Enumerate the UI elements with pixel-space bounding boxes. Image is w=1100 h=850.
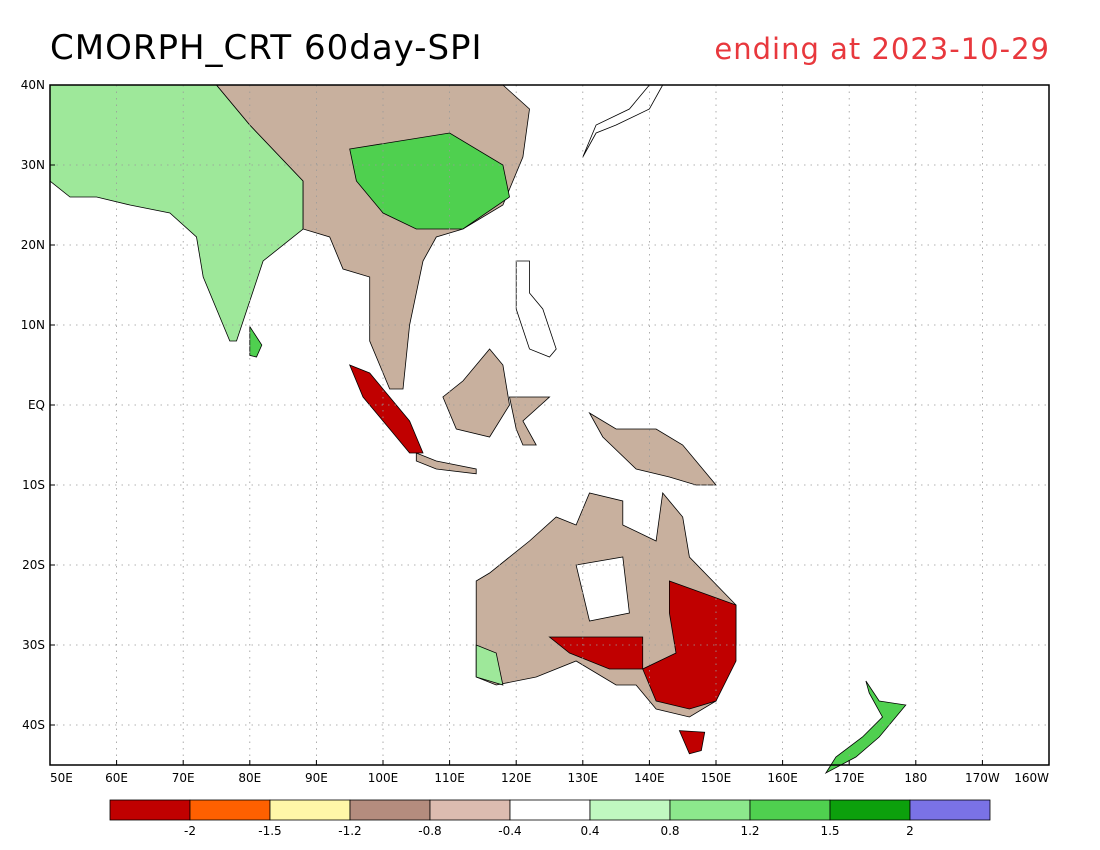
lat-tick-label: 40N (21, 78, 45, 92)
lon-tick-label: 120E (501, 771, 532, 785)
region-aus-west-wet (475, 644, 504, 686)
legend-swatch (509, 799, 591, 821)
map-title: CMORPH_CRT 60day-SPI (50, 28, 483, 68)
legend-label: -0.4 (498, 824, 521, 838)
lon-tick-label: 50E (50, 771, 73, 785)
legend-label: -1.2 (338, 824, 361, 838)
lon-tick-label: 140E (634, 771, 665, 785)
axis-ticks: 50E 60E 70E 80E 90E 100E 110E 120E 130E 140E 150E 1… (21, 78, 1050, 785)
legend-label: 0.4 (580, 824, 599, 838)
lat-lon-gridlines (50, 85, 1049, 765)
region-philippines (515, 260, 557, 358)
legend-swatch (589, 799, 671, 821)
lon-tick-label: 70E (172, 771, 195, 785)
map-frame (49, 84, 1050, 766)
region-tasmania (678, 730, 706, 755)
lat-tick-label: 20S (22, 558, 45, 572)
colorbar-legend: -2 -1.5 -1.2 -0.8 -0.4 0.4 0.8 1.2 1.5 2 (109, 799, 991, 838)
legend-swatch (269, 799, 351, 821)
region-borneo (442, 348, 510, 438)
legend-swatch (909, 799, 991, 821)
legend-label: 0.8 (660, 824, 679, 838)
lon-tick-label: 170W (965, 771, 1000, 785)
lon-tick-label: 180 (904, 771, 927, 785)
lon-tick-label: 110E (434, 771, 465, 785)
lon-tick-label: 150E (701, 771, 732, 785)
region-sulawesi (509, 396, 551, 446)
legend-swatch (749, 799, 831, 821)
lon-tick-label: 100E (368, 771, 399, 785)
region-japan (582, 84, 664, 158)
legend-label: 1.2 (740, 824, 759, 838)
legend-swatch (429, 799, 511, 821)
lon-tick-label: 60E (105, 771, 128, 785)
lat-tick-label: 20N (21, 238, 45, 252)
lon-tick-label: 170E (834, 771, 865, 785)
region-sri-lanka (249, 325, 263, 358)
region-aus-south-dry (548, 636, 644, 670)
legend-label: -0.8 (418, 824, 441, 838)
lon-tick-label: 130E (568, 771, 599, 785)
region-china-south-wet (349, 132, 510, 230)
legend-swatch (349, 799, 431, 821)
map-date-subtitle: ending at 2023-10-29 (714, 32, 1050, 66)
lon-tick-label: 90E (305, 771, 328, 785)
legend-label: -1.5 (258, 824, 281, 838)
legend-swatch (829, 799, 911, 821)
region-new-guinea (588, 411, 717, 486)
legend-label: 2 (906, 824, 914, 838)
legend-swatch (189, 799, 271, 821)
legend-swatch (669, 799, 751, 821)
lat-tick-label: 10S (22, 478, 45, 492)
region-java (415, 452, 477, 475)
spi-anomaly-regions (49, 84, 907, 775)
lat-tick-label: EQ (28, 398, 45, 412)
lat-tick-label: 40S (22, 718, 45, 732)
lon-tick-label: 80E (238, 771, 261, 785)
region-aus-southeast-dry (642, 580, 737, 710)
lon-tick-label: 160E (767, 771, 798, 785)
lat-tick-label: 10N (21, 318, 45, 332)
lon-tick-label: 160W (1014, 771, 1049, 785)
legend-label: 1.5 (820, 824, 839, 838)
legend-swatch (109, 799, 191, 821)
lat-tick-label: 30N (21, 158, 45, 172)
region-new-zealand (824, 680, 907, 775)
lat-tick-label: 30S (22, 638, 45, 652)
legend-label: -2 (184, 824, 196, 838)
region-aus-central-neutral (575, 556, 630, 622)
